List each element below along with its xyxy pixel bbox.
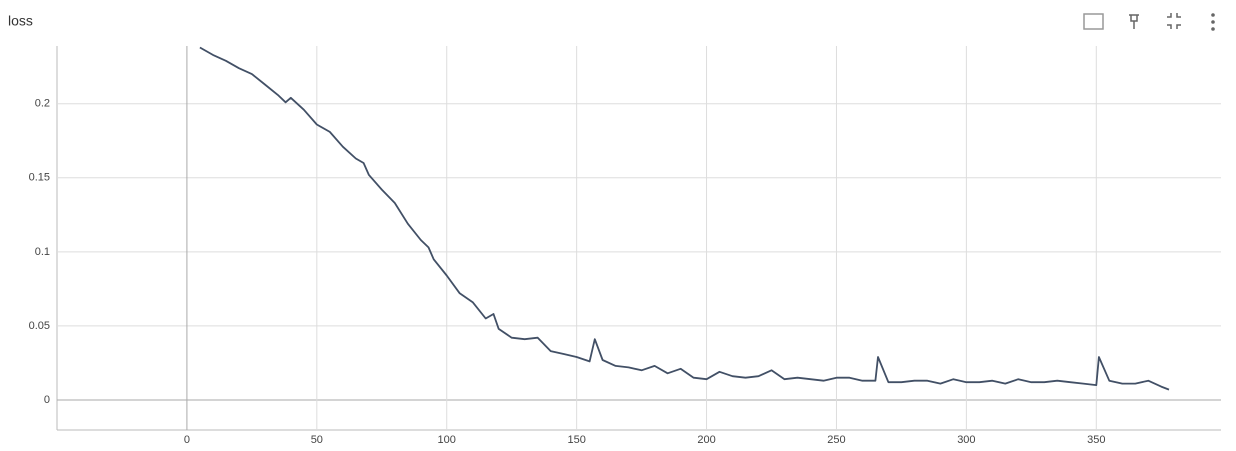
pin-button[interactable]: [1129, 14, 1139, 29]
loss-line: [199, 46, 1170, 391]
y-tick-label: 0.05: [29, 320, 50, 332]
y-tick-label: 0: [44, 394, 50, 406]
collapse-button[interactable]: [1167, 13, 1181, 29]
y-tick-label: 0.2: [35, 98, 50, 110]
toolbar: [1083, 13, 1215, 31]
x-tick-label: 300: [957, 434, 975, 446]
y-tick-label: 0.1: [35, 246, 50, 258]
chart-title: loss: [8, 13, 33, 29]
x-tick-label: 150: [567, 434, 585, 446]
x-tick-label: 250: [827, 434, 845, 446]
fit-domain-button[interactable]: [1083, 13, 1104, 30]
more-button[interactable]: [1211, 13, 1215, 31]
x-tick-label: 50: [311, 434, 323, 446]
y-tick-label: 0.15: [29, 172, 50, 184]
x-tick-label: 0: [184, 434, 190, 446]
x-tick-label: 350: [1087, 434, 1105, 446]
x-tick-label: 200: [697, 434, 715, 446]
x-tick-label: 100: [438, 434, 456, 446]
